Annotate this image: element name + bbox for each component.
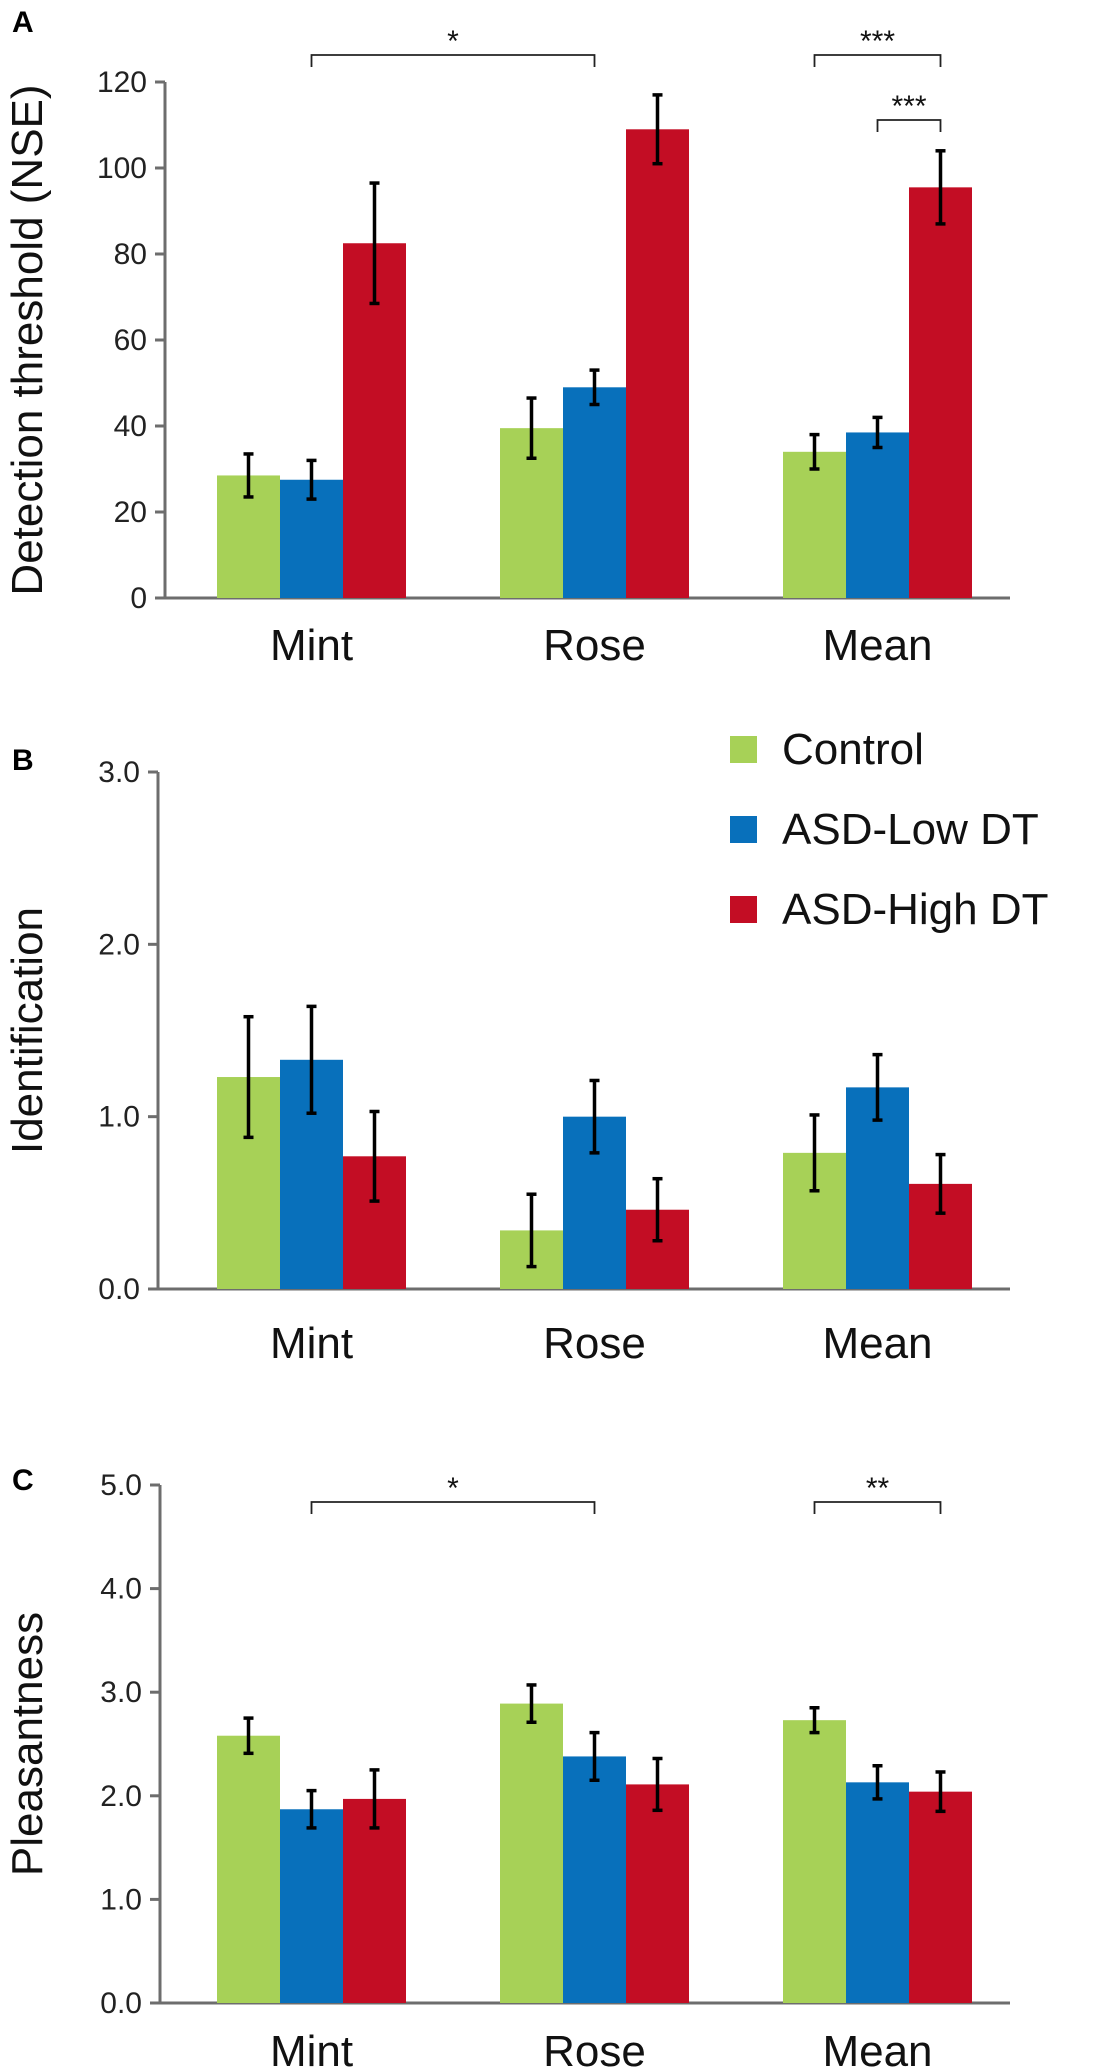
y-tick-label: 80 [114,238,147,271]
y-tick-label: 2.0 [100,1780,142,1813]
legend-label-asd-low-dt: ASD-Low DT [782,805,1039,854]
legend-label-control: Control [782,725,924,774]
y-tick-label: 2.0 [98,928,140,961]
bar-control-mean [783,1720,846,2003]
y-tick-label: 60 [114,324,147,357]
panel-c: C 0.0 1.0 2.0 3.0 4.0 5.0 Pleasantness Mint Rose… [3,1464,1010,2068]
category-label-mean: Mean [822,2027,932,2068]
significance-bracket [813,54,942,67]
y-tick-label: 3.0 [98,756,140,789]
y-tick-label: 0.0 [100,1987,142,2020]
y-tick-label: 100 [97,152,147,185]
significance-label: * [447,25,459,58]
bar-control-mean [783,451,846,598]
panel-a: A 0 20 40 60 80 100 120 Detection threshold (NS… [3,6,1010,670]
legend: Control ASD-Low DT ASD-High DT [730,725,1049,934]
y-tick-label: 4.0 [100,1573,142,1606]
significance-bracket [310,54,596,67]
y-axis-label: Pleasantness [3,1612,52,1876]
legend-swatch-control [730,736,757,763]
category-label-mint: Mint [270,621,353,670]
y-tick-label: 120 [97,66,147,99]
bar-asd-high-dt-rose [626,129,689,599]
panel-b: B 0.0 1.0 2.0 3.0 Identification Mint Rose Mean [3,744,1010,1368]
category-label-rose: Rose [543,1319,646,1368]
panel-a-letter: A [12,6,34,39]
y-axis-label: Detection threshold (NSE) [3,84,52,595]
significance-bracket [813,1501,942,1514]
bar-control-mint [217,1735,280,2003]
bar-asd-low-dt-rose [563,387,626,598]
bar-asd-high-dt-mean [909,187,972,598]
legend-swatch-asd-low-dt [730,816,757,843]
bar-asd-high-dt-mean [909,1791,972,2003]
category-label-mean: Mean [822,1319,932,1368]
bar-asd-low-dt-mint [280,1809,343,2003]
y-tick-label: 3.0 [100,1676,142,1709]
y-tick-label: 0 [130,582,147,615]
y-tick-label: 40 [114,410,147,443]
legend-swatch-asd-high-dt [730,896,757,923]
significance-label: *** [860,25,895,58]
category-label-rose: Rose [543,2027,646,2068]
bar-asd-low-dt-mean [846,432,909,598]
bar-asd-low-dt-mean [846,1782,909,2003]
y-tick-label: 1.0 [98,1101,140,1134]
bar-asd-high-dt-rose [626,1784,689,2003]
bar-asd-high-dt-mint [343,1798,406,2003]
legend-label-asd-high-dt: ASD-High DT [782,885,1049,934]
panel-c-letter: C [12,1464,34,1497]
category-label-rose: Rose [543,621,646,670]
significance-label: *** [891,90,926,123]
significance-bracket [876,119,942,132]
significance-bracket [310,1501,596,1514]
panel-b-letter: B [12,744,34,777]
significance-label: * [447,1472,459,1505]
category-label-mint: Mint [270,2027,353,2068]
y-tick-label: 0.0 [98,1273,140,1306]
category-label-mean: Mean [822,621,932,670]
bar-asd-low-dt-rose [563,1756,626,2003]
y-tick-label: 20 [114,496,147,529]
y-tick-label: 1.0 [100,1883,142,1916]
y-tick-label: 5.0 [100,1469,142,1502]
significance-label: ** [866,1472,890,1505]
y-axis-label: Identification [3,907,52,1154]
category-label-mint: Mint [270,1319,353,1368]
bar-control-rose [500,1703,563,2003]
